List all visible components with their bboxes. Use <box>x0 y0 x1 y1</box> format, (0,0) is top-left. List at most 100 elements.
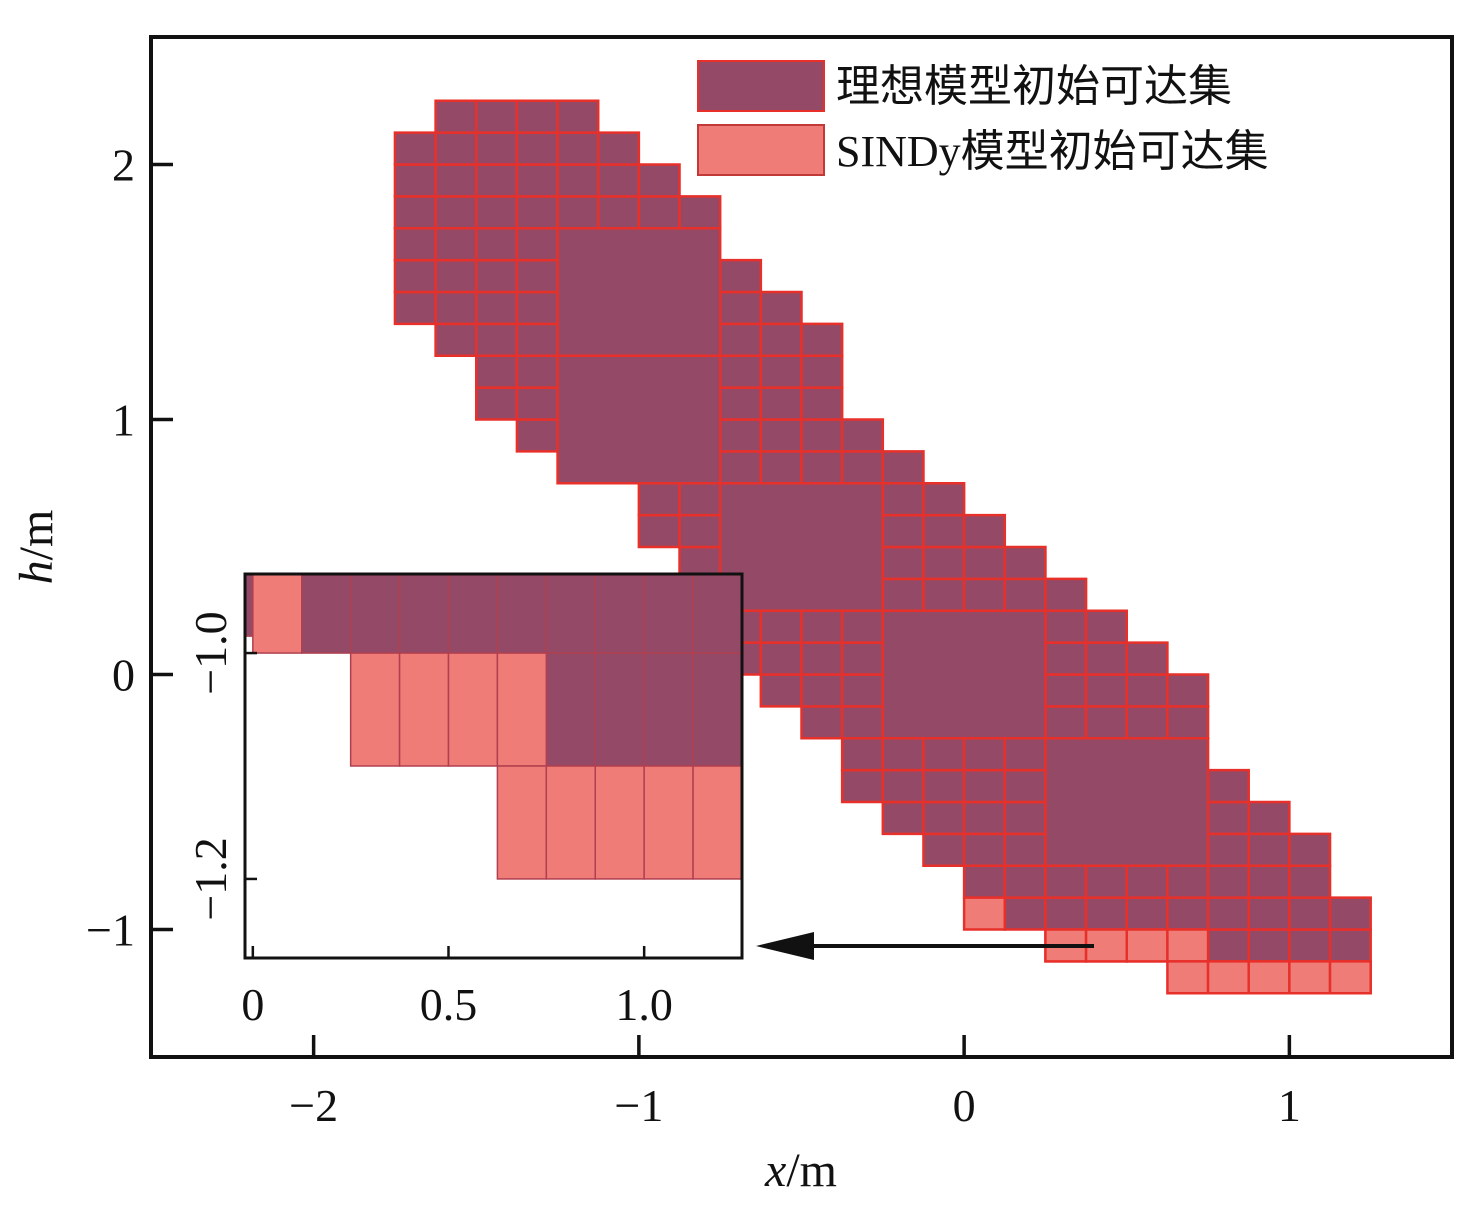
ideal-cell <box>1288 928 1332 963</box>
ideal-cell <box>1247 800 1291 836</box>
ideal-cell <box>962 864 1007 899</box>
sindy-cell <box>1247 960 1291 995</box>
ideal-cell <box>962 737 1007 772</box>
ideal-cell <box>1044 577 1088 612</box>
legend-swatch-ideal <box>697 60 825 112</box>
ideal-cell <box>759 418 803 453</box>
inset-ideal-cell <box>545 574 596 654</box>
ideal-cell <box>922 737 966 772</box>
ideal-cell <box>962 545 1007 581</box>
inset-x-tick-label: 0 <box>241 979 264 1030</box>
x-tick-label: 0 <box>953 1080 976 1131</box>
ideal-block <box>556 354 722 485</box>
inset-frame <box>243 572 744 960</box>
ideal-cell <box>800 673 844 708</box>
sindy-cell <box>1328 960 1372 995</box>
legend-label-ideal: 理想模型初始可达集 <box>836 62 1232 111</box>
ideal-cell <box>1247 832 1291 867</box>
inset-ideal-cell <box>398 574 450 654</box>
ideal-cell <box>515 418 559 453</box>
ideal-cell <box>515 258 559 294</box>
ideal-cell <box>556 163 600 198</box>
ideal-cell <box>434 290 478 326</box>
ideal-cell <box>1084 705 1128 740</box>
ideal-cell <box>678 513 722 549</box>
inset-ideal-cell <box>692 652 742 767</box>
inset-sindy-cell <box>545 765 596 880</box>
ideal-cell <box>759 322 803 357</box>
ideal-cell <box>922 545 966 581</box>
ideal-cell <box>1166 673 1210 708</box>
ideal-cell <box>962 832 1007 867</box>
ideal-cell <box>393 227 437 262</box>
ideal-cell <box>1003 800 1047 836</box>
ideal-cell <box>840 768 885 804</box>
inset-sindy-cell <box>349 652 401 767</box>
inset-sindy-cell <box>398 652 450 767</box>
ideal-cell <box>1084 641 1128 676</box>
ideal-cell <box>1166 896 1210 931</box>
ideal-cell <box>1206 832 1250 867</box>
inset-x-tick-label: 1.0 <box>615 979 673 1030</box>
ideal-cell <box>800 354 844 389</box>
sindy-cell <box>962 896 1007 931</box>
ideal-cell <box>637 513 681 549</box>
inset-ideal-cell <box>594 652 645 767</box>
ideal-cell <box>1044 641 1088 676</box>
ideal-cell <box>434 322 478 357</box>
ideal-cell <box>515 195 559 230</box>
ideal-cell <box>922 800 966 836</box>
y-tick-label: −1 <box>86 905 135 956</box>
ideal-cell <box>434 195 478 230</box>
sindy-cell <box>1206 960 1250 995</box>
ideal-cell <box>1084 864 1128 899</box>
ideal-cell <box>922 832 966 867</box>
ideal-cell <box>393 258 437 294</box>
ideal-cell <box>1125 864 1169 899</box>
legend: 理想模型初始可达集 SINDy模型初始可达集 <box>697 60 1269 176</box>
ideal-cell <box>678 195 722 230</box>
ideal-cell <box>434 99 478 134</box>
inset-x-tick-label: 0.5 <box>420 979 478 1030</box>
ideal-cell <box>800 418 844 453</box>
ideal-cell <box>1206 768 1250 804</box>
ideal-cell <box>1206 896 1250 931</box>
ideal-cell <box>1166 864 1210 899</box>
ideal-cell <box>718 322 763 357</box>
ideal-cell <box>1044 609 1088 644</box>
inset-sindy-cell <box>447 652 499 767</box>
inset-ideal-cell <box>643 652 694 767</box>
ideal-cell <box>800 450 844 485</box>
x-tick-label: −2 <box>289 1080 338 1131</box>
ideal-cell <box>881 450 925 485</box>
ideal-block <box>556 227 722 357</box>
sindy-cell <box>1166 928 1210 963</box>
ideal-cell <box>1003 545 1047 581</box>
ideal-cell <box>759 609 803 644</box>
ideal-cell <box>1288 864 1332 899</box>
ideal-cell <box>1125 641 1169 676</box>
ideal-cell <box>434 227 478 262</box>
ideal-cell <box>1206 864 1250 899</box>
ideal-cell <box>1044 864 1088 899</box>
ideal-cell <box>475 227 519 262</box>
ideal-cell <box>800 705 844 740</box>
ideal-cell <box>759 450 803 485</box>
ideal-cell <box>759 641 803 676</box>
plot-frame <box>149 35 1454 1059</box>
ideal-cell <box>596 195 641 230</box>
zoom-arrow <box>756 932 1094 960</box>
inset-sindy-cell <box>496 652 548 767</box>
ideal-cell <box>718 354 763 389</box>
ideal-cell <box>840 705 885 740</box>
ideal-cell <box>1288 896 1332 931</box>
ideal-cell <box>1003 737 1047 772</box>
inset-ideal-cell <box>300 574 352 654</box>
ideal-cell <box>475 99 519 134</box>
ideal-cell <box>962 577 1007 612</box>
ideal-cell <box>881 800 925 836</box>
ideal-cell <box>881 768 925 804</box>
ideal-cell <box>393 290 437 326</box>
ideal-cell <box>1166 705 1210 740</box>
ideal-cell <box>1125 896 1169 931</box>
